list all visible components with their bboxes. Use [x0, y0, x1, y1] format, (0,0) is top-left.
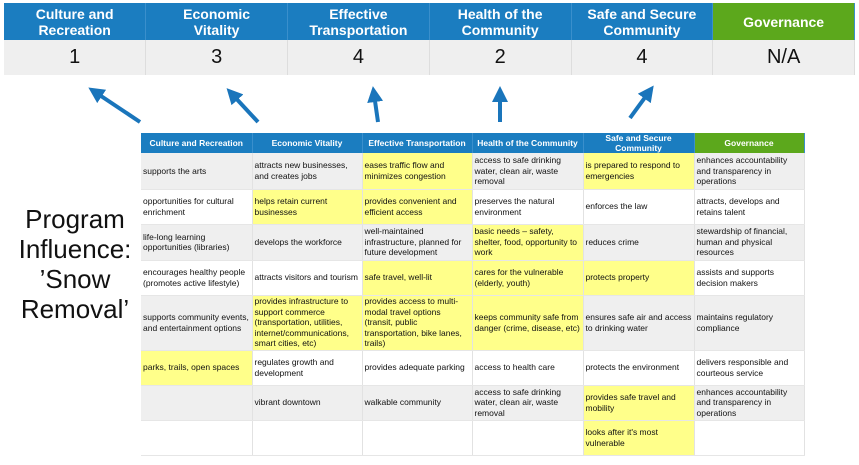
table-cell: [141, 385, 253, 421]
table-cell: delivers responsible and courteous servi…: [694, 350, 805, 386]
table-cell: ensures safe air and access to drinking …: [583, 295, 695, 351]
summary-score: 3: [145, 40, 288, 75]
table-cell: [362, 420, 473, 456]
table-cell: preserves the natural environment: [472, 189, 584, 225]
table-cell: is prepared to respond to emergencies: [583, 153, 695, 190]
table-cell: access to safe drinking water, clean air…: [472, 153, 584, 190]
table-cell: walkable community: [362, 385, 473, 421]
table-cell: parks, trails, open spaces: [141, 350, 253, 386]
summary-score: 1: [4, 40, 147, 75]
table-cell: [252, 420, 363, 456]
table-cell: attracts new businesses, and creates job…: [252, 153, 363, 190]
table-cell: [472, 420, 584, 456]
table-cell: [694, 420, 805, 456]
summary-score: N/A: [712, 40, 855, 75]
column-header: Governance: [694, 133, 805, 153]
arrow-safe: [628, 85, 654, 120]
column-header: Economic Vitality: [252, 133, 363, 153]
summary-header: Health of the Community: [429, 3, 572, 40]
table-cell: helps retain current businesses: [252, 189, 363, 225]
table-cell: provides safe travel and mobility: [583, 385, 695, 421]
column-header: Health of the Community: [472, 133, 584, 153]
table-cell: provides adequate parking: [362, 350, 473, 386]
influence-table: Culture and Recreation Economic Vitality E…: [141, 133, 805, 456]
table-cell: [141, 420, 253, 456]
table-cell: protects the environment: [583, 350, 695, 386]
table-cell: opportunities for cultural enrichment: [141, 189, 253, 225]
label-line: Influence:: [18, 234, 132, 264]
table-cell: provides infrastructure to support comme…: [252, 295, 363, 351]
table-cell: reduces crime: [583, 224, 695, 261]
table-cell: encourages healthy people (promotes acti…: [141, 260, 253, 296]
summary-header: Economic Vitality: [145, 3, 288, 40]
arrow-culture: [88, 87, 142, 124]
table-cell: well-maintained infrastructure, planned …: [362, 224, 473, 261]
table-cell: enforces the law: [583, 189, 695, 225]
table-cell: stewardship of financial, human and phys…: [694, 224, 805, 261]
table-row: supports community events, and entertain…: [141, 295, 805, 351]
table-cell: attracts visitors and tourism: [252, 260, 363, 296]
table-row: opportunities for cultural enrichment hel…: [141, 189, 805, 225]
table-row: looks after it's most vulnerable: [141, 420, 805, 456]
label-line: Removal’: [20, 294, 130, 324]
column-header: Safe and Secure Community: [583, 133, 695, 153]
column-header: Effective Transportation: [362, 133, 473, 153]
table-cell: enhances accountability and transparency…: [694, 153, 805, 190]
table-cell: regulates growth and development: [252, 350, 363, 386]
table-cell: life-long learning opportunities (librar…: [141, 224, 253, 261]
table-row: vibrant downtown walkable community access…: [141, 385, 805, 421]
table-cell: enhances accountability and transparency…: [694, 385, 805, 421]
table-cell: provides access to multi-modal travel op…: [362, 295, 473, 351]
table-row: supports the arts attracts new businesses…: [141, 153, 805, 190]
table-cell: safe travel, well-lit: [362, 260, 473, 296]
summary-score: 4: [571, 40, 714, 75]
column-header: Culture and Recreation: [141, 133, 253, 153]
table-cell: looks after it's most vulnerable: [583, 420, 695, 456]
summary-header: Culture and Recreation: [4, 3, 147, 40]
table-row: parks, trails, open spaces regulates grow…: [141, 350, 805, 386]
table-cell: access to health care: [472, 350, 584, 386]
table-cell: access to safe drinking water, clean air…: [472, 385, 584, 421]
table-cell: vibrant downtown: [252, 385, 363, 421]
table-cell: protects property: [583, 260, 695, 296]
program-influence-label: Program Influence: ’Snow Removal’: [0, 204, 150, 324]
summary-score: 2: [429, 40, 572, 75]
table-cell: supports the arts: [141, 153, 253, 190]
table-cell: cares for the vulnerable (elderly, youth…: [472, 260, 584, 296]
summary-header: Governance: [712, 3, 855, 40]
table-cell: develops the workforce: [252, 224, 363, 261]
label-line: Program: [25, 204, 125, 234]
table-cell: provides convenient and efficient access: [362, 189, 473, 225]
table-cell: maintains regulatory compliance: [694, 295, 805, 351]
summary-table: Culture and Recreation Economic Vitality E…: [4, 3, 855, 75]
table-cell: assists and supports decision makers: [694, 260, 805, 296]
table-cell: supports community events, and entertain…: [141, 295, 253, 351]
label-line: ’Snow: [39, 264, 111, 294]
summary-score: 4: [287, 40, 430, 75]
arrow-economic: [226, 88, 260, 124]
summary-header: Safe and Secure Community: [571, 3, 714, 40]
summary-header: Effective Transportation: [287, 3, 430, 40]
arrow-transportation: [367, 86, 384, 123]
table-cell: eases traffic flow and minimizes congest…: [362, 153, 473, 190]
table-cell: attracts, develops and retains talent: [694, 189, 805, 225]
table-row: encourages healthy people (promotes acti…: [141, 260, 805, 296]
table-cell: basic needs – safety, shelter, food, opp…: [472, 224, 584, 261]
table-cell: keeps community safe from danger (crime,…: [472, 295, 584, 351]
table-row: life-long learning opportunities (librar…: [141, 224, 805, 261]
